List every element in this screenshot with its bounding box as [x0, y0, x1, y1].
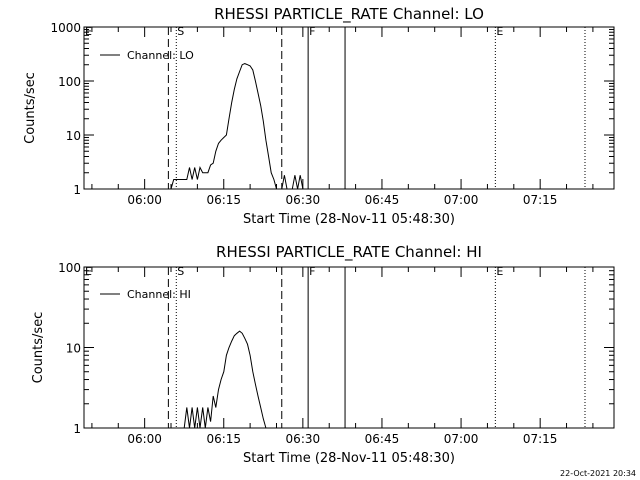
chart-panel-1: RHESSI PARTICLE_RATE Channel: HI 1 10 100 06… [31, 243, 615, 466]
generated-timestamp: 22-Oct-2021 20:34 [560, 469, 636, 478]
x-tick-label: 07:15 [523, 432, 558, 446]
x-tick-label: 06:00 [127, 432, 162, 446]
y-tick-label: 100 [58, 261, 81, 275]
x-tick-label: 07:00 [444, 432, 479, 446]
legend-label: Channel: HI [127, 288, 191, 301]
x-tick-label: 06:15 [206, 432, 241, 446]
x-tick-label: 06:00 [127, 193, 162, 207]
x-tick-label: 06:30 [286, 432, 321, 446]
legend-label: Channel: LO [127, 49, 194, 62]
event-marker-label: E [85, 25, 92, 38]
event-marker-label: E [496, 25, 503, 38]
chart-title: RHESSI PARTICLE_RATE Channel: LO [214, 5, 484, 24]
y-tick-label: 10 [66, 129, 81, 143]
x-tick-label: 06:30 [286, 193, 321, 207]
x-tick-label: 07:00 [444, 193, 479, 207]
chart-title: RHESSI PARTICLE_RATE Channel: HI [216, 243, 482, 262]
y-axis-label: Counts/sec [23, 72, 38, 144]
x-axis-label: Start Time (28-Nov-11 05:48:30) [243, 212, 455, 227]
y-tick-label: 10 [66, 342, 81, 356]
x-tick-label: 06:45 [365, 193, 400, 207]
event-marker-label: E [85, 265, 92, 278]
x-tick-label: 06:45 [365, 432, 400, 446]
x-axis-label: Start Time (28-Nov-11 05:48:30) [243, 451, 455, 466]
series-line-0 [183, 330, 267, 429]
y-tick-label: 1000 [50, 21, 81, 35]
y-axis-label: Counts/sec [31, 312, 46, 384]
event-marker-label: S [177, 265, 184, 278]
event-marker-label: F [309, 265, 315, 278]
x-tick-label: 07:15 [523, 193, 558, 207]
y-tick-label: 1 [73, 183, 81, 197]
y-tick-label: 100 [58, 75, 81, 89]
event-marker-label: E [496, 265, 503, 278]
y-tick-label: 1 [73, 422, 81, 436]
chart-panel-0: RHESSI PARTICLE_RATE Channel: LO 1 10 100 10… [23, 5, 615, 227]
series-line-0 [170, 63, 304, 190]
event-marker-label: S [177, 25, 184, 38]
event-marker-label: F [309, 25, 315, 38]
x-tick-label: 06:15 [206, 193, 241, 207]
